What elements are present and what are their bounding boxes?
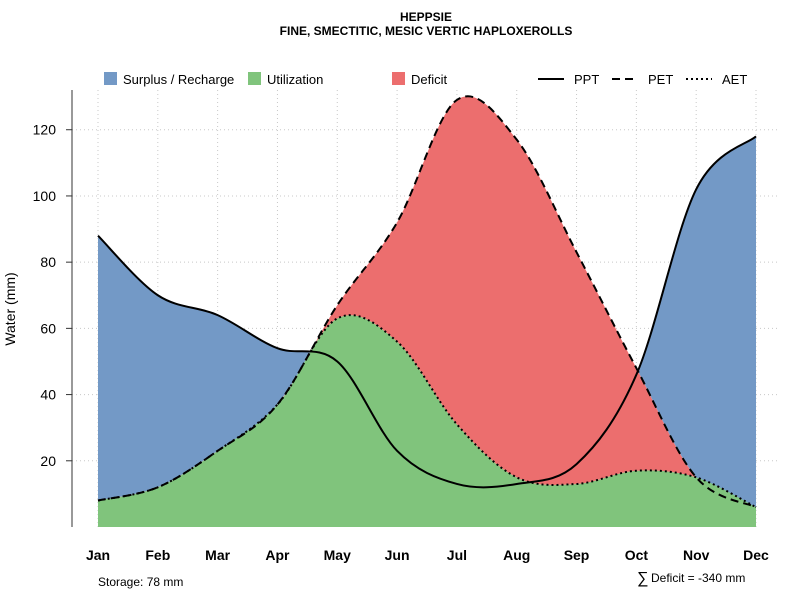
x-tick-label-apr: Apr [265, 547, 290, 563]
y-axis-ticks: 20 40 60 80 100 120 [33, 122, 72, 469]
x-tick-label-dec: Dec [743, 547, 769, 563]
y-tick-label-80: 80 [40, 254, 56, 270]
x-tick-label-nov: Nov [683, 547, 710, 563]
area-fills [98, 96, 756, 527]
legend: Surplus / Recharge Utilization Deficit P… [104, 72, 747, 87]
legend-label-surplus: Surplus / Recharge [123, 72, 234, 87]
x-tick-label-oct: Oct [625, 547, 649, 563]
x-tick-label-aug: Aug [503, 547, 530, 563]
y-axis-label: Water (mm) [2, 272, 18, 345]
series-line-pet [97, 95, 757, 509]
utilization-area [98, 315, 756, 527]
series-lines [97, 95, 757, 509]
y-tick-label-100: 100 [33, 188, 57, 204]
legend-label-deficit: Deficit [411, 72, 448, 87]
chart-title: HEPPSIE [400, 10, 452, 24]
y-tick-label-60: 60 [40, 320, 56, 336]
x-tick-label-sep: Sep [564, 547, 590, 563]
series-line-aet [97, 314, 757, 509]
chart-subtitle: FINE, SMECTITIC, MESIC VERTIC HAPLOXEROL… [280, 24, 573, 38]
x-tick-label-jul: Jul [447, 547, 467, 563]
surplus-recharge-area [98, 136, 756, 508]
legend-swatch-deficit [392, 72, 405, 85]
legend-swatch-utilization [248, 72, 261, 85]
legend-label-utilization: Utilization [267, 72, 323, 87]
storage-annotation: Storage: 78 mm [98, 575, 183, 589]
x-axis-ticks: Jan Feb Mar Apr May Jun Jul Aug Sep Oct Nov Dec [86, 547, 769, 563]
legend-label-ppt: PPT [574, 72, 599, 87]
x-tick-label-jan: Jan [86, 547, 110, 563]
sum-symbol: ∑ [637, 570, 648, 587]
x-tick-label-may: May [324, 547, 351, 563]
y-tick-label-40: 40 [40, 387, 56, 403]
legend-label-aet: AET [722, 72, 747, 87]
x-tick-label-mar: Mar [205, 547, 230, 563]
legend-swatch-surplus [104, 72, 117, 85]
deficit-annotation: Deficit = -340 mm [651, 571, 745, 585]
y-tick-label-20: 20 [40, 453, 56, 469]
series-line-ppt [97, 135, 757, 489]
x-tick-label-jun: Jun [385, 547, 410, 563]
x-tick-label-feb: Feb [145, 547, 170, 563]
legend-label-pet: PET [648, 72, 673, 87]
y-tick-label-120: 120 [33, 122, 57, 138]
